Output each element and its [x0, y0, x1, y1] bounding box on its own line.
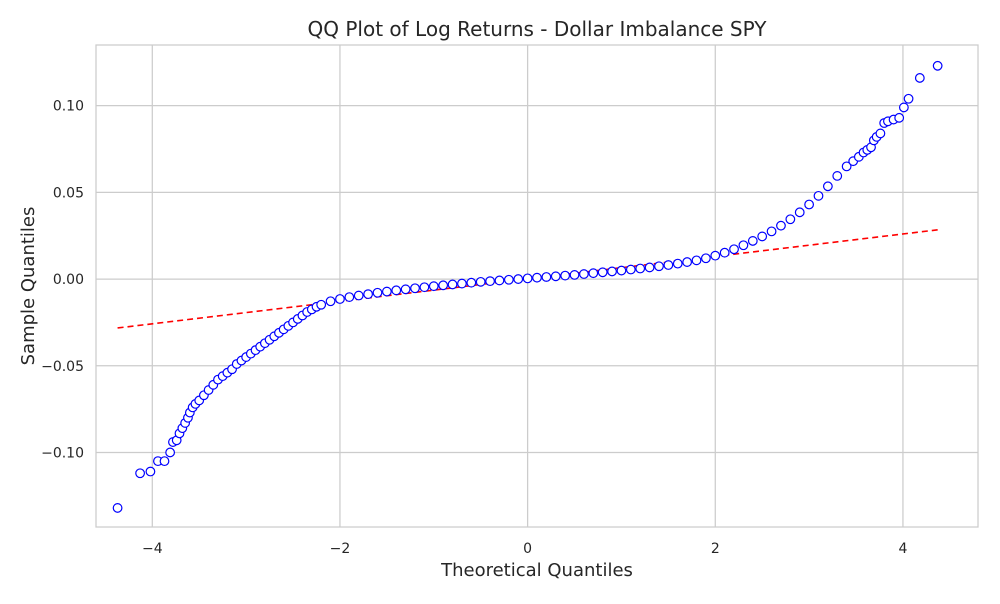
- data-point: [875, 128, 886, 139]
- data-point: [438, 280, 449, 291]
- data-point: [757, 231, 768, 242]
- data-points-layer: [112, 60, 943, 513]
- data-point: [700, 253, 711, 264]
- data-point: [729, 244, 739, 255]
- data-point: [903, 93, 914, 104]
- data-point: [663, 260, 674, 270]
- data-point: [794, 207, 805, 218]
- data-point: [597, 267, 608, 278]
- x-tick-label: −4: [142, 541, 163, 557]
- data-point: [419, 282, 430, 293]
- y-tick-label: −0.05: [41, 359, 84, 375]
- data-point: [832, 171, 843, 181]
- data-point: [522, 273, 533, 284]
- y-tick-label: 0.10: [53, 99, 84, 115]
- y-tick-label: 0.00: [53, 272, 84, 288]
- data-point: [335, 294, 345, 304]
- data-point: [738, 240, 749, 251]
- data-point: [447, 279, 458, 290]
- x-tick-label: 0: [523, 541, 532, 557]
- data-point: [569, 270, 580, 280]
- data-point: [112, 503, 123, 513]
- data-point: [550, 271, 561, 282]
- data-point: [785, 214, 796, 225]
- data-point: [541, 272, 552, 282]
- x-axis-label: Theoretical Quantiles: [440, 560, 633, 581]
- data-point: [344, 292, 355, 302]
- data-point: [682, 257, 693, 267]
- data-point: [672, 258, 683, 269]
- data-point: [466, 277, 477, 288]
- data-point: [503, 274, 514, 285]
- data-point: [813, 190, 824, 201]
- x-axis-ticks: −4 −2 0 2 4: [142, 541, 907, 557]
- data-point: [391, 285, 402, 296]
- data-point: [145, 466, 156, 477]
- y-tick-label: −0.10: [41, 445, 84, 461]
- grid-lines: [96, 45, 978, 527]
- data-point: [841, 161, 852, 172]
- data-point: [588, 268, 599, 279]
- data-point: [159, 456, 170, 467]
- data-point: [894, 112, 905, 123]
- data-point: [654, 261, 664, 272]
- data-point: [457, 278, 467, 289]
- data-point: [710, 250, 721, 261]
- x-tick-label: 4: [898, 541, 907, 557]
- data-point: [381, 286, 392, 297]
- data-point: [165, 447, 176, 458]
- data-point: [691, 255, 702, 266]
- data-point: [560, 270, 571, 281]
- data-point: [579, 269, 589, 279]
- data-point: [822, 181, 833, 192]
- data-point: [372, 287, 383, 298]
- data-point: [776, 220, 786, 231]
- data-point: [644, 262, 655, 273]
- data-point: [635, 263, 646, 274]
- data-point: [616, 265, 627, 276]
- y-axis-label: Sample Quantiles: [18, 207, 39, 366]
- data-point: [932, 60, 943, 71]
- data-point: [325, 296, 336, 307]
- data-point: [410, 283, 420, 294]
- data-point: [353, 290, 364, 301]
- data-point: [513, 274, 524, 284]
- data-point: [400, 284, 411, 295]
- x-tick-label: −2: [330, 541, 351, 557]
- data-point: [766, 226, 777, 237]
- data-point: [532, 272, 542, 283]
- data-point: [363, 289, 374, 300]
- data-point: [607, 266, 617, 277]
- data-point: [135, 468, 146, 479]
- data-point: [804, 199, 815, 210]
- chart-title: QQ Plot of Log Returns - Dollar Imbalanc…: [308, 17, 768, 41]
- data-point: [475, 276, 486, 287]
- data-point: [898, 102, 909, 113]
- data-point: [625, 264, 636, 275]
- plot-frame: [95, 44, 979, 528]
- y-tick-label: 0.05: [53, 185, 84, 201]
- data-point: [485, 276, 495, 287]
- data-point: [428, 281, 439, 292]
- data-point: [914, 73, 925, 83]
- data-point: [719, 247, 730, 258]
- data-point: [494, 275, 505, 286]
- x-tick-label: 2: [711, 541, 720, 557]
- data-point: [316, 299, 327, 310]
- data-point: [747, 236, 758, 246]
- y-axis-ticks: −0.10 −0.05 0.00 0.05 0.10: [41, 99, 84, 462]
